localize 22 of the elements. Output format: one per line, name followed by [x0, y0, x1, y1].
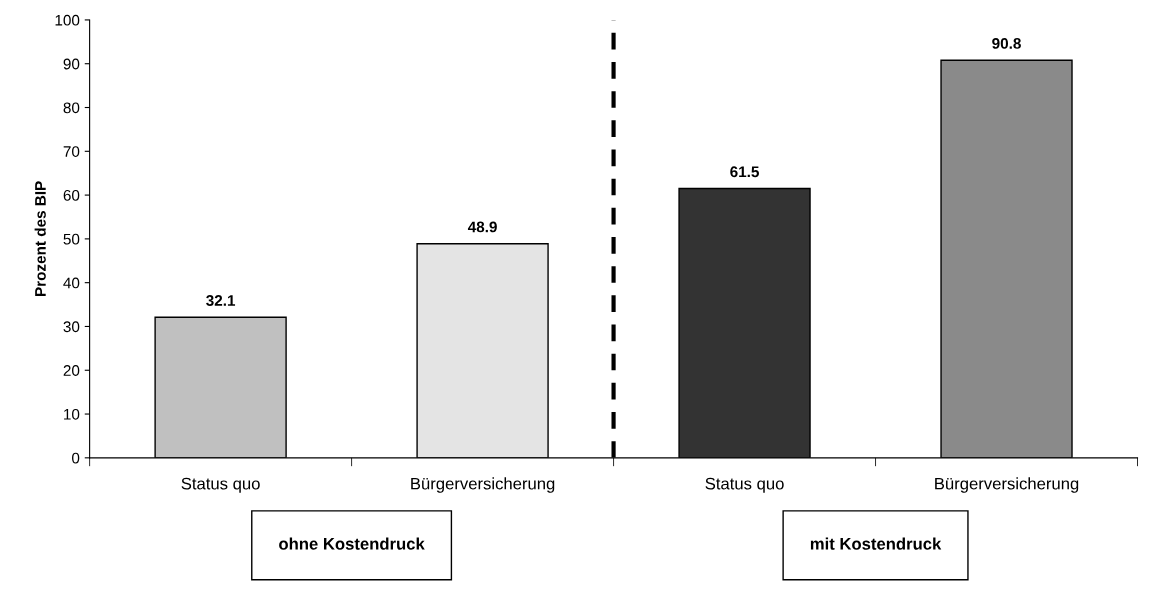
x-tick-label: Bürgerversicherung: [935, 477, 1079, 493]
text: ohne Kostendruck: [279, 537, 425, 550]
data-label: 48.9: [467, 221, 497, 233]
y-tick-label: 80: [63, 102, 80, 114]
y-axis-title: Prozent des BIP: [34, 181, 46, 297]
y-tick-label: 10: [64, 408, 80, 420]
x-tick-label: Status quo: [705, 477, 784, 493]
y-tick-label: 90: [63, 58, 80, 70]
data-label: 32.1: [206, 295, 236, 306]
y-tick-label: 50: [63, 233, 80, 245]
data-label: 90.8: [992, 38, 1021, 49]
data-label: 61.5: [730, 166, 759, 178]
y-tick-label: 20: [63, 365, 80, 376]
text: mit Kostendruck: [810, 537, 942, 550]
y-tick-label: 70: [63, 146, 80, 157]
y-tick-label: 30: [63, 321, 80, 333]
y-tick-label: 0: [72, 452, 80, 464]
y-tick-label: 100: [55, 14, 80, 26]
x-tick-label: Status quo: [181, 477, 260, 493]
y-tick-label: 60: [63, 189, 80, 201]
y-tick-label: 40: [63, 277, 80, 289]
x-tick-label: Bürgerversicherung: [411, 477, 555, 493]
